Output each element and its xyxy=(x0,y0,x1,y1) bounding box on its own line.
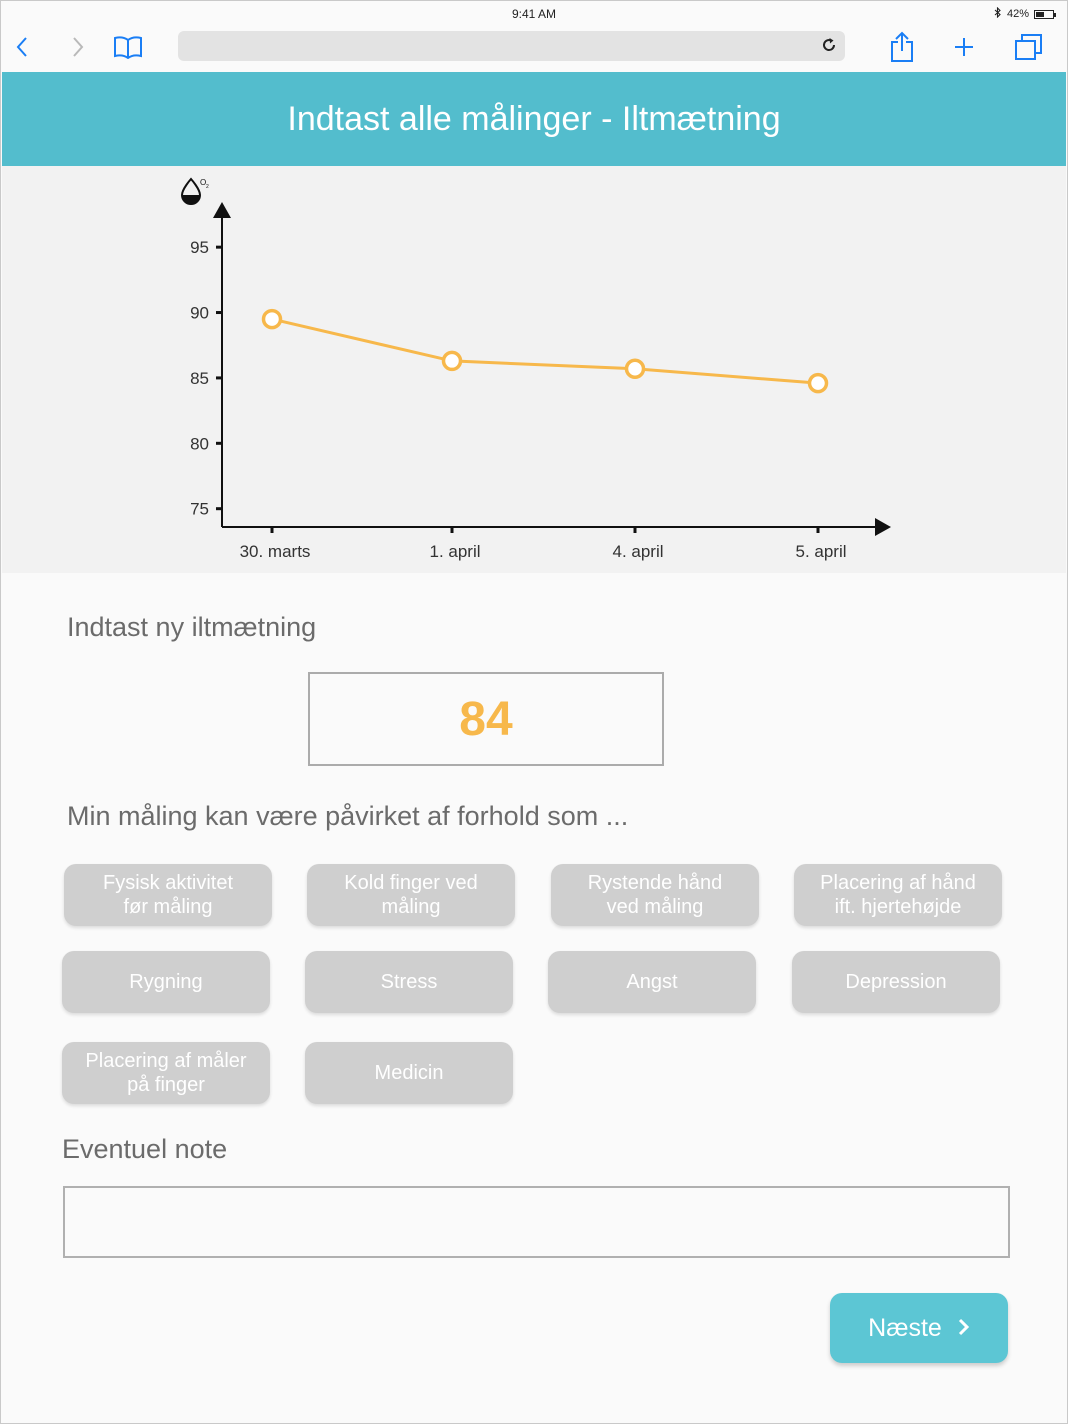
factor-depression[interactable]: Depression xyxy=(792,951,1000,1013)
status-time: 9:41 AM xyxy=(511,7,557,21)
x-tick-label: 4. april xyxy=(612,542,663,561)
next-button-label: Næste xyxy=(868,1313,942,1342)
tabs-icon[interactable] xyxy=(1012,30,1046,64)
x-tick-label: 30. marts xyxy=(240,542,311,561)
svg-text:2: 2 xyxy=(206,184,209,190)
battery-icon xyxy=(1034,9,1056,19)
battery-percent: 42% xyxy=(1006,8,1029,20)
bookmarks-icon[interactable] xyxy=(112,30,144,64)
factor-medicine[interactable]: Medicin xyxy=(305,1042,513,1104)
y-tick-label: 85 xyxy=(190,369,209,388)
oxygen-chart: O 2 75 80 85 90 95 30. marts 1. april 4. april 5… xyxy=(2,166,1066,573)
note-heading: Eventuel note xyxy=(62,1134,228,1164)
factor-cold-finger[interactable]: Kold finger ved måling xyxy=(307,864,515,926)
data-point xyxy=(261,308,283,330)
page-title: Indtast alle målinger - Iltmætning xyxy=(2,72,1066,166)
y-tick-label: 90 xyxy=(190,304,209,323)
y-tick-label: 95 xyxy=(190,238,209,257)
factors-heading: Min måling kan være påvirket af forhold … xyxy=(67,801,629,831)
x-tick-label: 1. april xyxy=(429,542,480,561)
status-indicators: 42% xyxy=(994,6,1056,21)
factor-meter-placement[interactable]: Placering af måler på finger xyxy=(62,1042,270,1104)
x-axis-arrow xyxy=(875,518,891,536)
oxygen-drop-icon: O 2 xyxy=(180,177,209,205)
entry-heading: Indtast ny iltmætning xyxy=(67,612,317,642)
back-icon[interactable] xyxy=(12,30,32,64)
chart-svg: O 2 75 80 85 90 95 30. marts 1. april 4. april 5… xyxy=(180,177,891,561)
factor-hand-position[interactable]: Placering af hånd ift. hjertehøjde xyxy=(794,864,1002,926)
share-icon[interactable] xyxy=(888,30,916,64)
bluetooth-icon xyxy=(994,6,1002,21)
forward-icon[interactable] xyxy=(68,30,88,64)
series-line xyxy=(271,317,819,385)
factor-physical-activity[interactable]: Fysisk aktivitet før måling xyxy=(64,864,272,926)
x-tick-label: 5. april xyxy=(795,542,846,561)
data-point xyxy=(441,350,463,372)
factor-shaking-hand[interactable]: Rystende hånd ved måling xyxy=(551,864,759,926)
note-input[interactable] xyxy=(63,1186,1010,1258)
y-axis-arrow xyxy=(213,202,231,218)
factor-anxiety[interactable]: Angst xyxy=(548,951,756,1013)
factor-stress[interactable]: Stress xyxy=(305,951,513,1013)
svg-text:O: O xyxy=(200,178,206,187)
chart-marks xyxy=(261,308,829,394)
new-tab-icon[interactable] xyxy=(950,30,978,64)
address-bar[interactable] xyxy=(178,31,845,61)
y-tick-label: 75 xyxy=(190,500,209,519)
reload-icon[interactable] xyxy=(819,35,839,60)
saturation-input[interactable]: 84 xyxy=(308,672,664,766)
next-button[interactable]: Næste xyxy=(830,1293,1008,1363)
data-point xyxy=(807,372,829,394)
browser-toolbar xyxy=(0,26,1068,70)
data-point xyxy=(624,358,646,380)
chart-axes: 75 80 85 90 95 30. marts 1. april 4. april 5. ap… xyxy=(190,202,891,561)
y-tick-label: 80 xyxy=(190,434,209,453)
chevron-right-icon xyxy=(958,1314,970,1343)
factor-smoking[interactable]: Rygning xyxy=(62,951,270,1013)
